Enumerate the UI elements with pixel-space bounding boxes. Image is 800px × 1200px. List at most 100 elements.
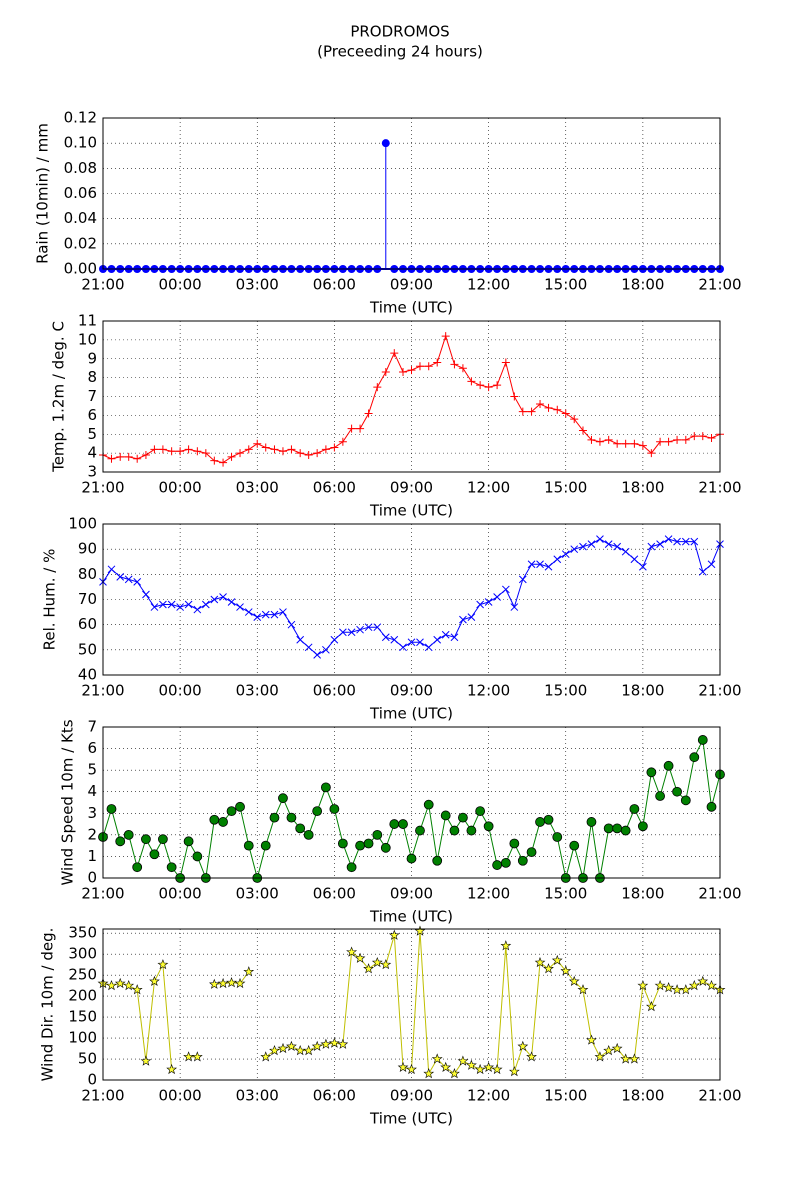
x-tick-label: 18:00 <box>621 1087 664 1105</box>
y-tick-label: 0 <box>87 869 97 887</box>
y-tick-label: 50 <box>78 640 97 658</box>
marker <box>707 560 716 569</box>
marker <box>269 1044 280 1056</box>
marker <box>399 367 408 376</box>
marker <box>346 862 357 873</box>
marker <box>329 804 340 814</box>
marker <box>373 623 382 632</box>
marker <box>347 628 356 637</box>
x-tick-label: 21:00 <box>81 276 124 294</box>
marker <box>628 1053 640 1064</box>
x-tick-label: 21:00 <box>81 682 124 700</box>
marker <box>279 608 287 616</box>
marker <box>218 817 228 827</box>
marker <box>465 1059 477 1070</box>
marker <box>209 978 220 989</box>
marker <box>116 452 125 461</box>
y-tick-label: 7 <box>87 718 97 736</box>
marker <box>440 1061 452 1073</box>
plot-frame <box>102 726 721 879</box>
y-tick-label: 70 <box>78 590 97 608</box>
marker <box>613 439 622 448</box>
marker <box>398 819 408 829</box>
marker <box>184 600 193 609</box>
marker <box>356 625 364 634</box>
marker <box>501 585 510 594</box>
marker <box>613 542 622 551</box>
marker <box>388 929 400 940</box>
marker <box>552 832 563 842</box>
marker <box>647 449 656 458</box>
marker <box>260 1051 272 1062</box>
marker <box>337 1038 349 1049</box>
y-tick-label: 3 <box>87 804 97 822</box>
marker <box>655 791 665 801</box>
marker <box>209 814 220 825</box>
marker <box>620 825 631 836</box>
x-tick-label: 09:00 <box>390 682 433 700</box>
x-tick-label: 15:00 <box>544 276 587 294</box>
marker <box>553 555 562 564</box>
marker <box>364 623 373 632</box>
x-tick-label: 09:00 <box>390 479 433 497</box>
marker <box>476 381 485 390</box>
marker <box>287 620 296 629</box>
plot-frame <box>102 523 721 676</box>
x-tick-label: 21:00 <box>698 682 741 700</box>
y-tick-label: 4 <box>87 444 97 462</box>
y-tick-label: 0.00 <box>64 260 97 278</box>
x-tick-label: 18:00 <box>621 682 664 700</box>
marker <box>150 603 159 611</box>
marker <box>390 635 399 644</box>
marker <box>295 823 306 834</box>
y-tick-label: 10 <box>78 330 97 348</box>
marker <box>706 979 717 991</box>
marker <box>654 979 666 991</box>
marker <box>243 966 255 977</box>
marker <box>466 825 477 836</box>
marker <box>604 540 613 548</box>
x-tick-label: 09:00 <box>390 276 433 294</box>
x-tick-label: 21:00 <box>698 276 741 294</box>
marker <box>193 447 202 456</box>
marker <box>414 925 426 936</box>
y-tick-label: 150 <box>68 1008 97 1026</box>
marker <box>270 445 279 454</box>
plot-area <box>97 925 726 1079</box>
marker <box>587 435 596 444</box>
marker <box>458 812 468 823</box>
marker <box>371 956 383 968</box>
marker <box>706 801 717 812</box>
marker <box>483 1061 495 1073</box>
marker <box>337 838 348 849</box>
marker <box>579 542 587 551</box>
marker <box>450 360 459 369</box>
marker <box>561 409 570 418</box>
marker <box>492 860 503 870</box>
marker <box>244 445 253 454</box>
marker <box>236 603 244 611</box>
marker <box>166 862 177 873</box>
marker <box>269 812 280 823</box>
marker <box>407 638 416 647</box>
marker <box>150 445 159 454</box>
marker <box>210 456 219 465</box>
x-tick-label: 12:00 <box>467 885 510 903</box>
marker <box>671 984 683 995</box>
marker <box>270 610 279 619</box>
y-tick-label: 90 <box>78 540 97 558</box>
marker <box>140 1055 152 1066</box>
marker <box>133 578 142 586</box>
marker <box>313 651 322 659</box>
marker <box>322 645 330 654</box>
marker <box>500 940 512 951</box>
marker <box>157 959 169 970</box>
marker <box>133 454 142 463</box>
y-axis-label: Rel. Hum. / % <box>41 549 59 651</box>
marker <box>586 817 597 827</box>
marker <box>517 1040 529 1052</box>
y-tick-label: 6 <box>87 406 97 424</box>
marker <box>356 424 365 433</box>
marker <box>321 445 330 454</box>
